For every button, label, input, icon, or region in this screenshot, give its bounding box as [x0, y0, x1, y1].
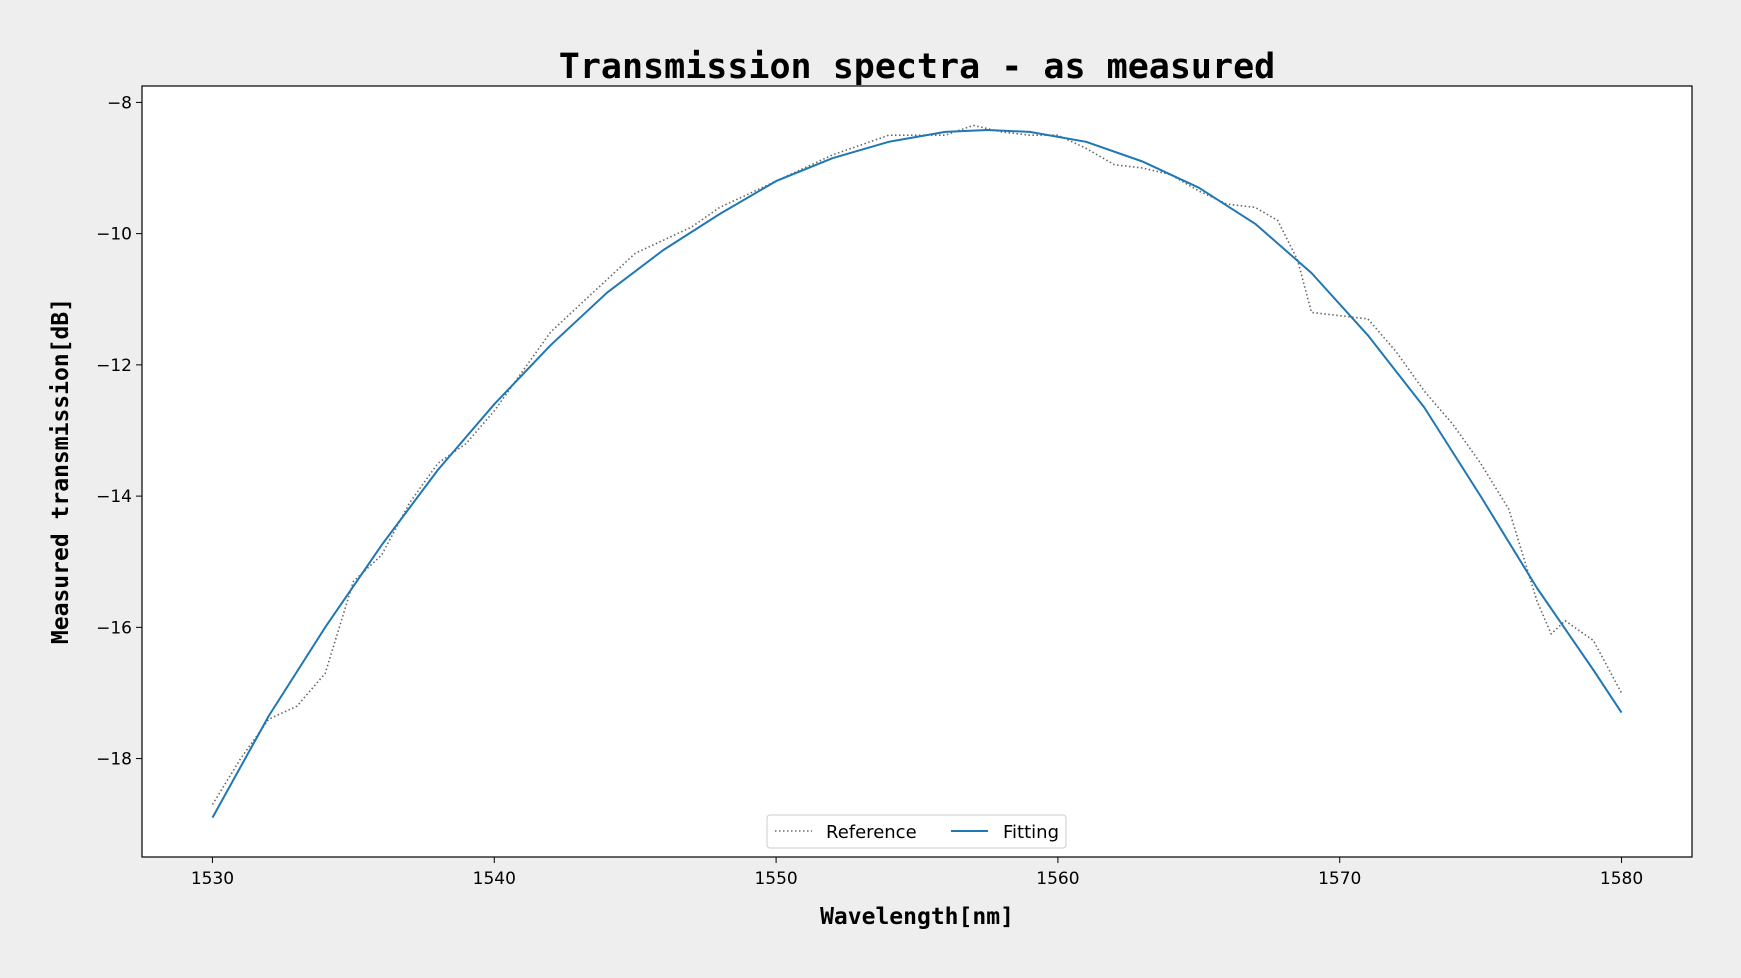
x-tick-label: 1580 — [1600, 869, 1643, 889]
x-tick-label: 1540 — [473, 869, 516, 889]
y-tick-label: −16 — [96, 618, 132, 638]
series-line-fitting — [211, 129, 1623, 819]
x-tick-label: 1570 — [1318, 869, 1361, 889]
legend-box — [766, 814, 1067, 849]
y-tick-label: −14 — [96, 487, 132, 507]
legend: Reference Fitting — [766, 814, 1067, 849]
y-axis-label: Measured transmission[dB] — [48, 298, 74, 644]
x-tick-label: 1560 — [1036, 869, 1079, 889]
x-tick-label: 1550 — [754, 869, 797, 889]
x-axis-label: Wavelength[nm] — [820, 904, 1014, 930]
y-tick-label: −18 — [96, 750, 132, 770]
x-axis-ticks: 1530 1540 1550 1560 1570 1580 — [191, 857, 1643, 889]
y-axis-ticks: −8 −10 −12 −14 −16 −18 — [96, 93, 142, 770]
plot-area — [142, 86, 1692, 857]
series-layer — [211, 124, 1623, 819]
y-tick-label: −10 — [96, 225, 132, 245]
legend-label-fitting: Fitting — [1003, 822, 1059, 843]
chart-title: Transmission spectra - as measured — [559, 47, 1275, 87]
legend-label-reference: Reference — [826, 822, 917, 843]
x-tick-label: 1530 — [191, 869, 234, 889]
y-tick-label: −12 — [96, 356, 132, 376]
y-tick-label: −8 — [107, 93, 132, 113]
plot-frame — [141, 85, 1693, 858]
